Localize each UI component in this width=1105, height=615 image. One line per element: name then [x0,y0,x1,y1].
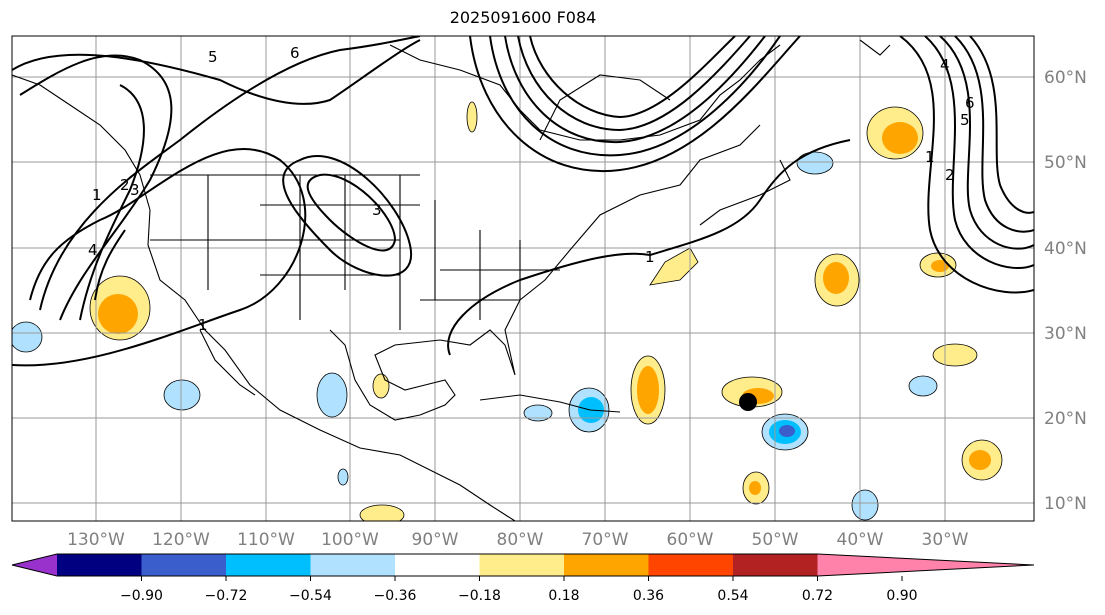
fill-blob [316,372,348,418]
fill-blob [163,379,201,411]
lon-label: 40°W [837,530,884,550]
contour-label: 1 [92,186,102,204]
contour-label: 4 [940,56,950,74]
colorbar-segment [733,554,818,576]
contour-label: 3 [130,181,140,199]
lat-label: 60°N [1044,68,1087,88]
contour-label: 1 [925,148,935,166]
lat-label: 30°N [1044,324,1087,344]
colorbar-tick-label: −0.36 [374,588,417,604]
colorbar-segment [57,554,142,576]
contour-label: 1 [198,316,208,334]
lat-label: 40°N [1044,239,1087,259]
colorbar-tick-label: −0.90 [120,588,163,604]
lon-label: 30°W [922,530,969,550]
lon-label: 80°W [497,530,544,550]
contour-label: 3 [372,201,382,219]
contour-labels: 1 2 3 4 5 6 1 1 1 2 3 4 5 6 [88,44,975,334]
colorbar-outline [11,553,1035,577]
fill-blob [851,489,879,521]
contour-label: 6 [290,44,300,62]
fill-blob [523,404,553,422]
contour-label: 4 [88,241,98,259]
fill-blob [749,481,761,495]
lon-label: 100°W [321,530,379,550]
latitude-labels: 60°N 50°N 40°N 30°N 20°N 10°N [1044,68,1087,514]
colorbar-segment [648,554,733,576]
fill-blob [98,294,138,334]
colorbar-tick-label: −0.72 [205,588,248,604]
fill-blob [882,122,918,154]
fill-blob [637,366,659,414]
lat-label: 20°N [1044,409,1087,429]
lon-label: 50°W [752,530,799,550]
fill-blob [969,450,991,470]
colorbar-segment [226,554,311,576]
colorbar: −0.90 −0.72 −0.54 −0.36 −0.18 0.18 0.36 0.54 0.7… [11,553,1035,604]
fill-blob [932,343,978,367]
fill-blob [359,504,405,521]
colorbar-tick-label: −0.54 [289,588,332,604]
anomaly-fills [12,101,1003,521]
fill-blob [372,373,390,399]
fill-blob [823,262,849,294]
contour-label: 5 [208,48,218,66]
colorbar-tick-label: 0.18 [548,588,579,604]
map-frame [11,35,1035,522]
colorbar-tick-label: −0.18 [458,588,501,604]
map-title: 2025091600 F084 [449,8,597,27]
contour-label: 5 [960,111,970,129]
fill-blob [466,101,478,133]
lon-label: 90°W [412,530,459,550]
fill-blob [649,247,699,286]
lat-label: 50°N [1044,153,1087,173]
colorbar-segment [310,554,395,576]
colorbar-tick-label: 0.90 [886,588,917,604]
lon-label: 60°W [667,530,714,550]
colorbar-tick-label: 0.72 [802,588,833,604]
colorbar-segment [479,554,564,576]
lon-label: 110°W [237,530,295,550]
lon-label: 70°W [582,530,629,550]
storm-position-marker [739,393,757,411]
contour-label: 2 [945,166,955,184]
fill-blob [337,468,349,486]
lon-label: 120°W [152,530,210,550]
contour-label: 6 [965,94,975,112]
fill-blob [796,151,834,175]
map-area: 1 2 3 4 5 6 1 1 1 2 3 4 5 6 [12,36,1034,521]
colorbar-segment [395,554,480,576]
lat-label: 10°N [1044,494,1087,514]
colorbar-tick-label: 0.36 [633,588,664,604]
longitude-labels: 130°W 120°W 110°W 100°W 90°W 80°W 70°W 6… [67,530,969,550]
colorbar-extend-max [817,554,1034,576]
contour-label: 2 [120,176,130,194]
fill-blob [12,321,43,353]
fill-blob [779,425,795,437]
coastlines [12,39,891,521]
contour-lines [12,36,1034,367]
fill-blob [908,375,938,397]
colorbar-tick-label: 0.54 [717,588,748,604]
colorbar-segment [141,554,226,576]
contour-label: 1 [645,248,655,266]
colorbar-segment [564,554,649,576]
colorbar-extend-min [12,554,57,576]
lon-label: 130°W [67,530,125,550]
